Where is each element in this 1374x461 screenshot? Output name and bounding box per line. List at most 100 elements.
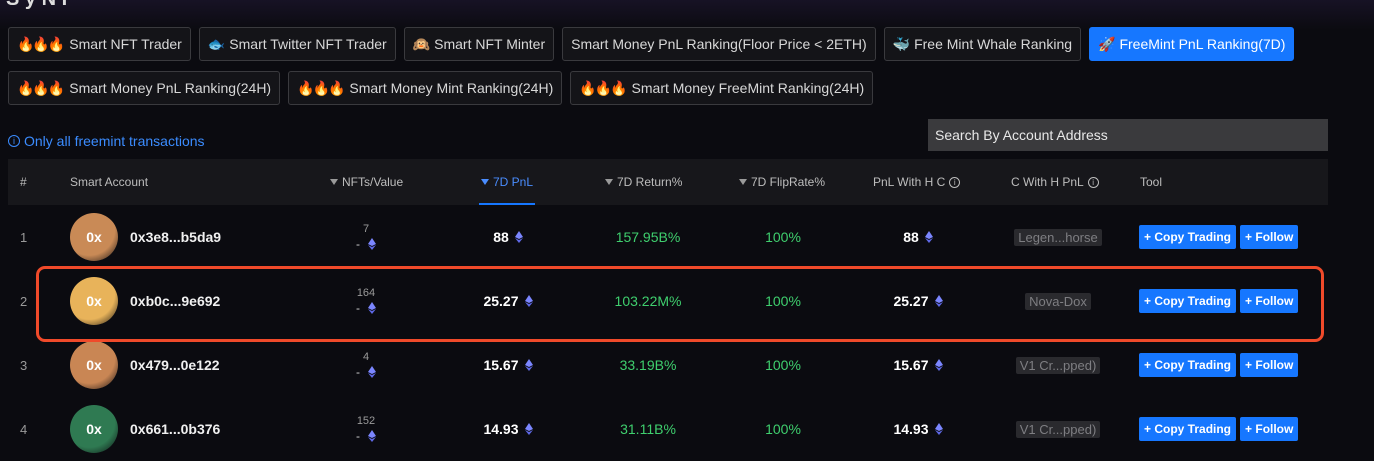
eth-icon: [368, 430, 376, 442]
pnlh-value: 25.27: [893, 293, 929, 309]
info-icon[interactable]: i: [949, 176, 961, 188]
eth-icon: [524, 295, 533, 307]
tool-buttons: + Copy Trading + Follow: [1139, 205, 1299, 269]
tab-smart-twitter-nft-trader[interactable]: 🐟 Smart Twitter NFT Trader: [198, 27, 396, 61]
tab-free-mint-whale-ranking[interactable]: 🐳 Free Mint Whale Ranking: [883, 27, 1082, 61]
return-7d: 157.95B%: [615, 229, 681, 245]
eth-icon: [934, 359, 943, 371]
nfts-value: 152 -: [336, 397, 396, 461]
copy-trading-button[interactable]: + Copy Trading: [1139, 353, 1237, 377]
header-account: Smart Account: [70, 175, 149, 189]
tab-freemint-pnl-ranking-7d[interactable]: 🚀 FreeMint PnL Ranking(7D): [1089, 27, 1295, 61]
follow-button[interactable]: + Follow: [1240, 289, 1299, 313]
nft-value: -: [356, 429, 360, 443]
return-7d: 33.19B%: [619, 357, 677, 373]
eth-icon: [524, 423, 533, 435]
collection-tag: Nova-Dox: [1008, 269, 1108, 333]
collection-tag-label[interactable]: V1 Cr...pped): [1015, 420, 1101, 438]
return-7d: 31.11B%: [620, 421, 676, 437]
header-glow: [0, 0, 1374, 30]
fliprate-7d: 100%: [765, 357, 801, 373]
header-7d-return[interactable]: 7D Return%: [605, 159, 682, 205]
header-c-with-h-pnl[interactable]: C With H PnL i: [1011, 159, 1099, 205]
tool-buttons: + Copy Trading + Follow: [1139, 333, 1299, 397]
pnl-value: 88: [493, 229, 509, 245]
account-address[interactable]: 0x661...0b376: [130, 421, 221, 437]
tab-smart-nft-minter[interactable]: 🙉 Smart NFT Minter: [403, 27, 555, 61]
sort-caret-icon: [605, 179, 613, 185]
avatar-label: 0x: [86, 357, 102, 373]
nfts-value: 164 -: [336, 269, 396, 333]
tab-smart-money-pnl-ranking-24h[interactable]: 🔥🔥🔥 Smart Money PnL Ranking(24H): [8, 71, 281, 105]
rank: 2: [20, 293, 28, 309]
pnl-value: 25.27: [483, 293, 519, 309]
table-row[interactable]: 2 0x 0xb0c...9e692 164 - 25.27 103.22M% 100% 25.…: [8, 269, 1328, 333]
eth-icon: [368, 366, 376, 378]
nft-count: 152: [356, 415, 376, 427]
search-input[interactable]: [928, 119, 1328, 151]
tab-label: Smart NFT Trader: [69, 36, 182, 52]
avatar-label: 0x: [86, 293, 102, 309]
account-address[interactable]: 0x3e8...b5da9: [130, 229, 222, 245]
sort-caret-icon: [330, 179, 338, 185]
pnl-with-hc: 88: [873, 205, 963, 269]
nft-count: 7: [362, 223, 370, 235]
collection-tag-label[interactable]: Legen...horse: [1014, 228, 1102, 246]
avatar[interactable]: 0x: [70, 405, 118, 453]
avatar[interactable]: 0x: [70, 277, 118, 325]
nft-value-line: -: [356, 365, 376, 379]
follow-button[interactable]: + Follow: [1240, 225, 1299, 249]
copy-trading-button[interactable]: + Copy Trading: [1139, 289, 1237, 313]
collection-tag-label[interactable]: V1 Cr...pped): [1015, 356, 1101, 374]
pnl-with-hc: 25.27: [873, 269, 963, 333]
collection-tag-label[interactable]: Nova-Dox: [1025, 292, 1091, 310]
tool-buttons: + Copy Trading + Follow: [1139, 269, 1299, 333]
pnl-value: 14.93: [483, 421, 519, 437]
collection-tag: Legen...horse: [1008, 205, 1108, 269]
tab-smart-money-mint-ranking-24h[interactable]: 🔥🔥🔥 Smart Money Mint Ranking(24H): [288, 71, 563, 105]
table-row[interactable]: 3 0x 0x479...0e122 4- 15.67 33.19B% 100% 15.67 V…: [8, 333, 1328, 397]
header-7d-fliprate[interactable]: 7D FlipRate%: [739, 159, 825, 205]
tab-label: Smart Money FreeMint Ranking(24H): [631, 80, 865, 96]
tab-row-1: 🔥🔥🔥 Smart NFT Trader 🐟 Smart Twitter NFT Tr…: [8, 27, 1295, 61]
nft-value-line: -: [356, 237, 376, 251]
follow-button[interactable]: + Follow: [1240, 417, 1299, 441]
tab-smart-money-freemint-ranking-24h[interactable]: 🔥🔥🔥 Smart Money FreeMint Ranking(24H): [570, 71, 874, 105]
follow-button[interactable]: + Follow: [1240, 353, 1299, 377]
tab-label: Smart Money PnL Ranking(Floor Price < 2E…: [571, 36, 867, 52]
tab-emoji-icon: 🔥🔥🔥: [17, 36, 65, 52]
nft-value: -: [356, 301, 360, 315]
tab-label: Smart Money PnL Ranking(24H): [69, 80, 272, 96]
avatar[interactable]: 0x: [70, 341, 118, 389]
copy-trading-button[interactable]: + Copy Trading: [1139, 225, 1237, 249]
pnl-7d: 15.67: [468, 333, 548, 397]
header-nfts[interactable]: NFTs/Value: [330, 159, 403, 205]
tab-smart-money-pnl-ranking-floor-price-2eth[interactable]: Smart Money PnL Ranking(Floor Price < 2E…: [562, 27, 876, 61]
tab-emoji-icon: 🔥🔥🔥: [297, 80, 345, 96]
page-title-fragment: S y N F: [6, 0, 74, 11]
copy-trading-button[interactable]: + Copy Trading: [1139, 417, 1237, 441]
pnl-value: 15.67: [483, 357, 519, 373]
tab-smart-nft-trader[interactable]: 🔥🔥🔥 Smart NFT Trader: [8, 27, 191, 61]
table-row[interactable]: 1 0x 0x3e8...b5da9 7- 88 157.95B% 100% 88 Legen.…: [8, 205, 1328, 269]
eth-icon: [368, 302, 376, 314]
avatar[interactable]: 0x: [70, 213, 118, 261]
info-notice[interactable]: i Only all freemint transactions: [8, 133, 205, 149]
eth-icon: [934, 295, 943, 307]
table-header: # Smart Account NFTs/Value 7D PnL 7D Ret…: [8, 159, 1328, 205]
header-7d-pnl[interactable]: 7D PnL: [478, 159, 536, 205]
account-address[interactable]: 0xb0c...9e692: [130, 293, 221, 309]
account-address[interactable]: 0x479...0e122: [130, 357, 220, 373]
fliprate-7d: 100%: [765, 229, 801, 245]
table-row[interactable]: 4 0x 0x661...0b376 152 - 14.93 31.11B% 100% 14.9…: [8, 397, 1328, 461]
nfts-value: 4-: [336, 333, 396, 397]
fliprate-7d: 100%: [765, 421, 801, 437]
info-icon: i: [8, 135, 20, 147]
nft-count: 4: [362, 351, 370, 363]
avatar-label: 0x: [86, 421, 102, 437]
nft-value-line: -: [356, 301, 376, 315]
pnl-7d: 14.93: [468, 397, 548, 461]
info-icon[interactable]: i: [1087, 176, 1099, 188]
tool-buttons: + Copy Trading + Follow: [1139, 397, 1299, 461]
